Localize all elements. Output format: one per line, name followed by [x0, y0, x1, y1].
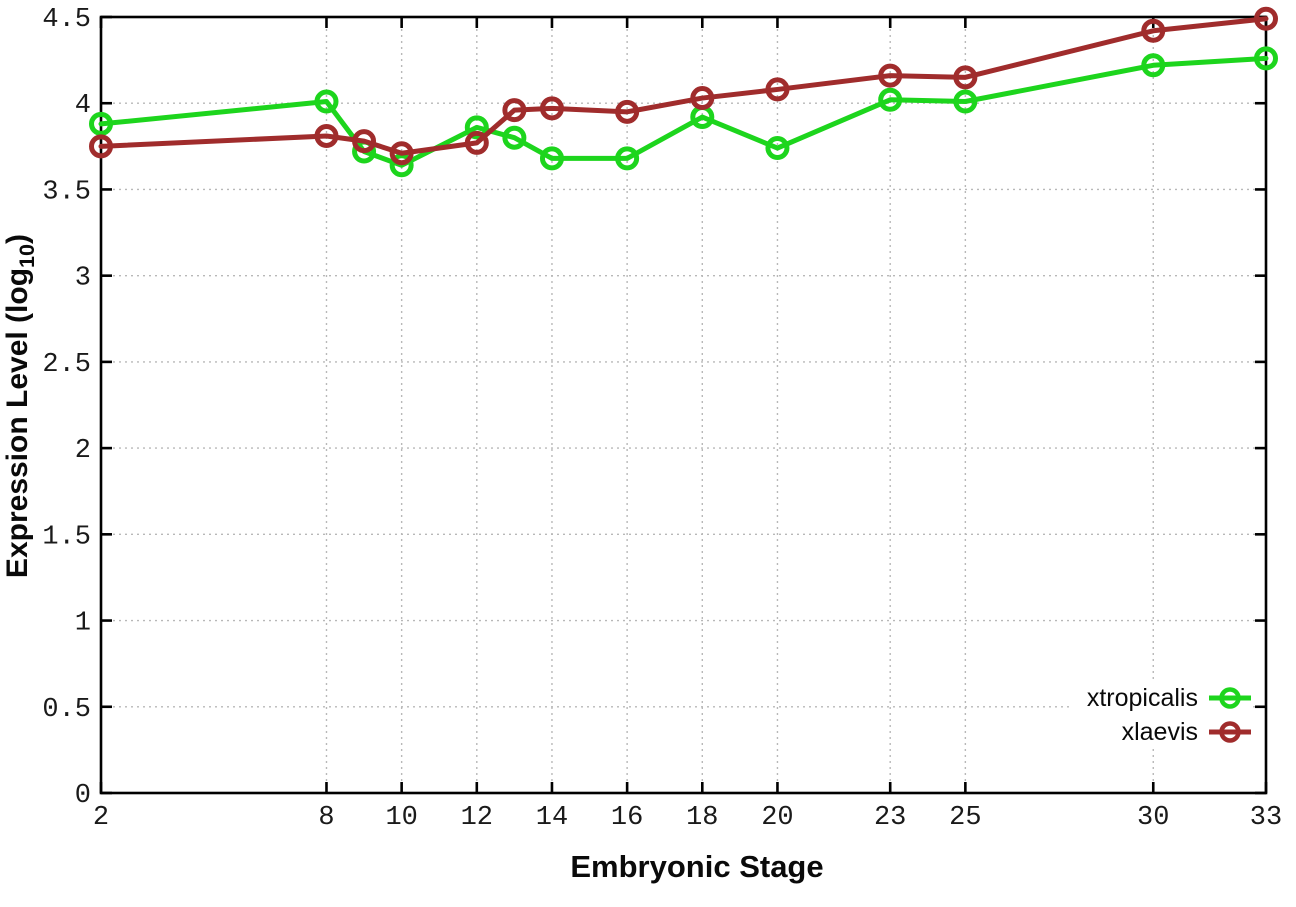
y-axis-title-close: ) [1, 233, 34, 244]
data-point-xlaevis-stage-10 [389, 141, 414, 166]
data-point-xlaevis-stage-33 [1254, 6, 1278, 31]
legend-sample-marker [1219, 721, 1241, 743]
data-point-xtropicalis-stage-8 [314, 89, 339, 114]
series-line-xtropicalis [98, 55, 1269, 168]
y-tick-label: 2.5 [42, 350, 91, 380]
data-point-xtropicalis-stage-20 [765, 136, 790, 161]
data-point-xtropicalis-stage-23 [878, 87, 903, 112]
data-point-xlaevis-stage-25 [953, 65, 978, 90]
data-point-xtropicalis-stage-14 [539, 146, 564, 171]
y-tick-label: 3.5 [42, 177, 91, 207]
y-tick-label: 4.5 [42, 5, 91, 35]
x-tick-label: 12 [461, 803, 493, 833]
data-point-xlaevis-stage-18 [690, 86, 715, 111]
x-tick-label: 10 [385, 803, 417, 833]
y-tick-label: 0.5 [42, 695, 91, 725]
data-point-xtropicalis-stage-33 [1254, 46, 1278, 71]
y-axis-title: Expression Level (log10) [1, 16, 47, 796]
plot-border [99, 15, 1268, 795]
x-tick-label: 2 [93, 803, 109, 833]
xtropicalis-line-sample-icon [1209, 687, 1251, 709]
data-point-xtropicalis-stage-16 [615, 146, 640, 171]
x-tick-label: 33 [1250, 803, 1282, 833]
data-point-xtropicalis-stage-25 [953, 89, 978, 114]
series-line-xlaevis [98, 16, 1269, 156]
x-tick-label: 30 [1137, 803, 1169, 833]
y-axis-title-text: Expression Level (log [1, 267, 34, 579]
y-tick-label: 1.5 [42, 522, 91, 552]
data-point-xtropicalis-stage-12 [464, 115, 489, 140]
y-tick-label: 2 [75, 436, 91, 466]
legend-label-xtropicalis: xtropicalis [1086, 683, 1198, 712]
y-tick-label: 0 [75, 781, 91, 811]
data-point-xlaevis-stage-13 [502, 98, 527, 123]
x-tick-label: 23 [874, 803, 906, 833]
data-point-xtropicalis-stage-2 [89, 111, 113, 136]
data-point-xtropicalis-stage-13 [502, 125, 527, 150]
data-point-xlaevis-stage-12 [464, 130, 489, 155]
y-tick-label: 1 [75, 609, 91, 639]
data-point-xtropicalis-stage-30 [1141, 53, 1166, 78]
y-tick-label: 3 [75, 264, 91, 294]
legend-label-xlaevis: xlaevis [1121, 717, 1198, 746]
data-point-xlaevis-stage-20 [765, 77, 790, 102]
x-tick-label: 25 [949, 803, 981, 833]
x-axis-title: Embryonic Stage [570, 849, 824, 884]
legend: xtropicalis xlaevis [1070, 681, 1253, 749]
legend-item-xlaevis: xlaevis [1087, 715, 1253, 749]
data-point-xlaevis-stage-9 [352, 129, 377, 154]
legend-sample-marker [1219, 687, 1241, 709]
xlaevis-line-sample-icon [1209, 721, 1251, 743]
data-point-xlaevis-stage-30 [1141, 18, 1166, 43]
y-axis-title-subscript: 10 [14, 243, 39, 268]
data-point-xlaevis-stage-8 [314, 123, 339, 148]
x-tick-label: 20 [761, 803, 793, 833]
data-point-xlaevis-stage-14 [539, 96, 564, 121]
x-tick-label: 14 [536, 803, 568, 833]
data-point-xlaevis-stage-2 [89, 134, 113, 159]
y-tick-label: 4 [75, 91, 91, 121]
data-point-xlaevis-stage-16 [615, 99, 640, 124]
x-tick-label: 16 [611, 803, 643, 833]
x-tick-label: 18 [686, 803, 718, 833]
legend-item-xtropicalis: xtropicalis [1087, 681, 1253, 715]
data-point-xtropicalis-stage-10 [389, 153, 414, 178]
data-point-xlaevis-stage-23 [878, 63, 903, 88]
x-tick-label: 8 [318, 803, 334, 833]
